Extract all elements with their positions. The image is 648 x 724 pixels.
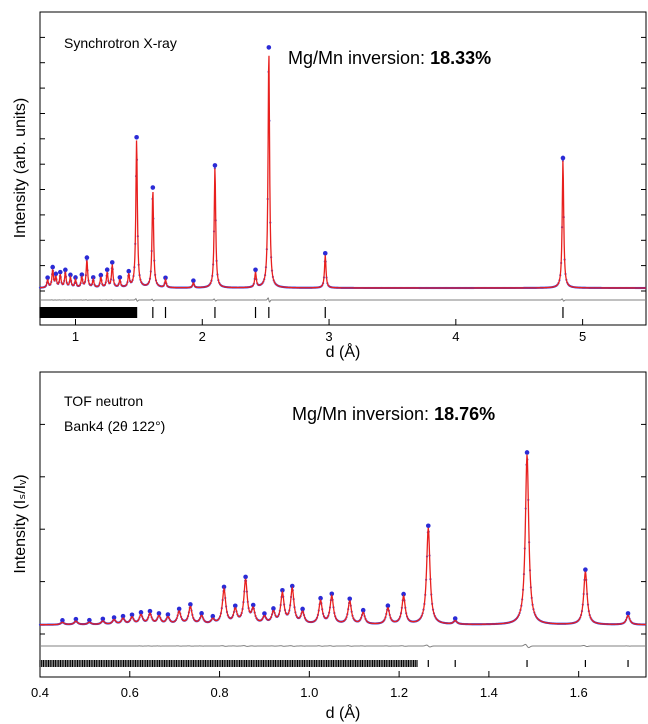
peak-observed-point	[560, 155, 566, 161]
reflection-ticks	[39, 660, 629, 667]
y-ticks	[40, 423, 646, 635]
peak-observed-point	[120, 613, 126, 619]
y-axis-label: Intensity (Iₛ/Iᵥ)	[12, 474, 29, 573]
peak-observed-point	[104, 267, 110, 272]
inversion-annotation: Mg/Mn inversion: 18.76%	[292, 404, 495, 424]
peak-observed-point	[98, 272, 104, 278]
peak-observed-point	[322, 250, 328, 256]
peak-observed-point	[134, 135, 139, 140]
inversion-value: 18.76%	[434, 404, 495, 424]
y-ticks	[40, 36, 646, 292]
reflection-ticks	[39, 307, 564, 318]
x-tick-label: 2	[199, 329, 206, 344]
peak-observed-point	[401, 591, 406, 597]
x-ticks: 0.4 0.6 0.8 1.0 1.2 1.4 1.6	[31, 671, 588, 700]
x-tick-label: 0.6	[121, 685, 139, 700]
x-tick-label: 1.2	[390, 685, 408, 700]
peak-observed-point	[45, 275, 50, 280]
observed-points	[38, 450, 647, 626]
x-tick-label: 3	[325, 329, 332, 344]
x-ticks: 1 2 3 4 5	[72, 319, 586, 344]
x-tick-label: 0.8	[211, 685, 229, 700]
peak-observed-point	[53, 271, 59, 277]
peak-observed-point	[300, 606, 305, 612]
calculated-curve	[40, 454, 646, 626]
peak-observed-point	[243, 574, 248, 580]
peak-observed-point	[100, 616, 106, 622]
peak-observed-point	[165, 612, 171, 617]
inversion-annotation: Mg/Mn inversion: 18.33%	[288, 48, 491, 68]
difference-curve	[40, 297, 646, 303]
peak-observed-point	[79, 272, 85, 277]
x-tick-label: 1	[72, 329, 79, 344]
peak-observed-point	[318, 595, 323, 601]
peak-observed-point	[253, 267, 258, 273]
peak-observed-point	[129, 612, 135, 618]
peak-observed-point	[111, 615, 117, 620]
peak-observed-point	[250, 602, 256, 608]
peak-observed-point	[109, 260, 115, 265]
x-axis-label: d (Å)	[326, 342, 361, 361]
peak-observed-point	[60, 618, 65, 623]
peak-observed-point	[212, 163, 218, 168]
x-tick-label: 1.0	[300, 685, 318, 700]
observed-points	[38, 45, 647, 290]
peak-observed-point	[176, 606, 182, 612]
peak-observed-point	[262, 611, 267, 616]
peak-observed-point	[210, 613, 216, 619]
panel-title: Synchrotron X-ray	[64, 35, 177, 51]
peak-observed-point	[583, 567, 588, 572]
peak-observed-point	[150, 185, 156, 190]
peak-observed-point	[625, 611, 631, 616]
peak-observed-point	[57, 269, 63, 275]
x-axis-label: d (Å)	[326, 703, 361, 722]
x-tick-label: 1.6	[570, 685, 588, 700]
peak-observed-point	[68, 272, 73, 278]
peak-observed-point	[425, 523, 431, 529]
inversion-label: Mg/Mn inversion:	[288, 48, 430, 68]
peak-observed-point	[188, 602, 193, 607]
peak-observed-point	[147, 608, 153, 614]
peak-observed-point	[360, 607, 366, 613]
x-tick-label: 0.4	[31, 685, 49, 700]
peak-observed-point	[117, 275, 123, 280]
x-tick-label: 4	[452, 329, 459, 344]
peak-observed-point	[232, 603, 238, 609]
peak-observed-point	[191, 278, 196, 283]
peak-observed-point	[73, 616, 79, 622]
panel-subtitle: Bank4 (2θ 122°)	[64, 418, 165, 434]
peak-observed-point	[280, 587, 285, 593]
panel-tof-neutron: 0.4 0.6 0.8 1.0 1.2 1.4 1.6 TOF neutron Bank4 …	[12, 371, 647, 722]
peak-observed-point	[84, 255, 90, 260]
peak-observed-point	[63, 267, 68, 273]
inversion-value: 18.33%	[430, 48, 491, 68]
peak-observed-point	[87, 617, 92, 623]
peak-observed-point	[221, 584, 227, 590]
panel-title: TOF neutron	[64, 393, 143, 409]
peak-observed-point	[271, 606, 276, 611]
peak-observed-point	[156, 611, 162, 616]
x-tick-label: 5	[579, 329, 586, 344]
y-axis-label: Intensity (arb. units)	[12, 98, 29, 239]
peak-observed-point	[524, 450, 530, 455]
peak-observed-point	[50, 264, 55, 270]
peak-observed-point	[385, 603, 391, 608]
peak-observed-point	[329, 591, 335, 597]
panel-synchrotron: 1 2 3 4 5 Synchrotron X-ray Mg/Mn inversion:…	[12, 11, 647, 361]
peak-observed-point	[452, 616, 458, 621]
peak-observed-point	[289, 583, 295, 589]
x-tick-label: 1.4	[480, 685, 498, 700]
calculated-curve	[39, 55, 646, 289]
difference-curve	[40, 643, 646, 649]
inversion-label: Mg/Mn inversion:	[292, 404, 434, 424]
peak-observed-point	[126, 268, 132, 274]
peak-observed-point	[266, 45, 272, 50]
peak-observed-point	[347, 596, 353, 602]
peak-observed-point	[138, 610, 144, 615]
peak-observed-point	[199, 611, 204, 616]
